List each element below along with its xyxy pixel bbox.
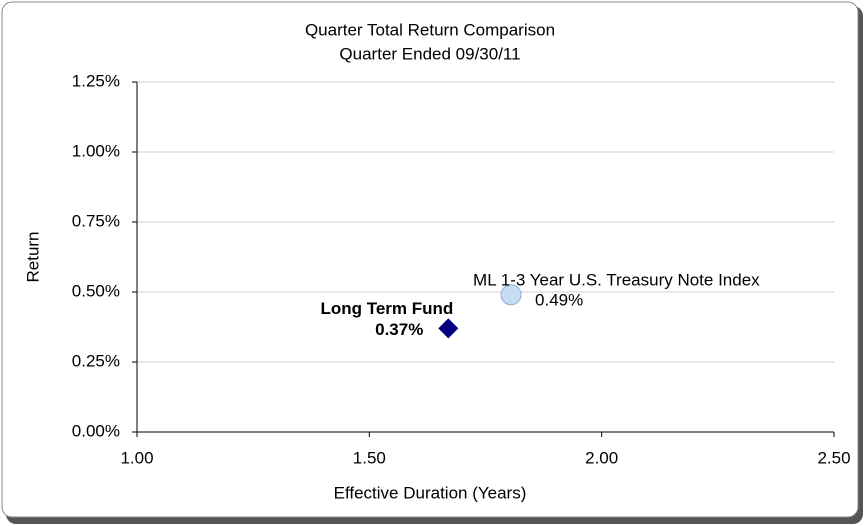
- x-tick-label: 2.50: [817, 448, 850, 467]
- point: [500, 284, 522, 306]
- frame: [1, 1, 859, 518]
- y-tick-label: 0.25%: [72, 351, 120, 370]
- y-tick-label: 1.25%: [72, 71, 120, 90]
- y-tick-label: 0.00%: [72, 421, 120, 440]
- x-tick-label: 2.00: [585, 448, 618, 467]
- data-label: 0.49%: [535, 290, 583, 309]
- y-tick-label: 1.00%: [72, 141, 120, 160]
- y-axis-title: Return: [23, 231, 42, 282]
- data-label: 0.37%: [375, 320, 423, 339]
- x-axis-title: Effective Duration (Years): [334, 483, 527, 502]
- series-label: Long Term Fund: [320, 299, 453, 318]
- x-tick-label: 1.00: [120, 448, 153, 467]
- series-label: ML 1-3 Year U.S. Treasury Note Index: [473, 270, 760, 289]
- x-tick-label: 1.50: [353, 448, 386, 467]
- point: [438, 318, 459, 339]
- y-tick-label: 0.75%: [72, 211, 120, 230]
- y-tick-label: 0.50%: [72, 281, 120, 300]
- chart-subtitle: Quarter Ended 09/30/11: [339, 44, 520, 63]
- chart-title: Quarter Total Return Comparison: [305, 20, 555, 39]
